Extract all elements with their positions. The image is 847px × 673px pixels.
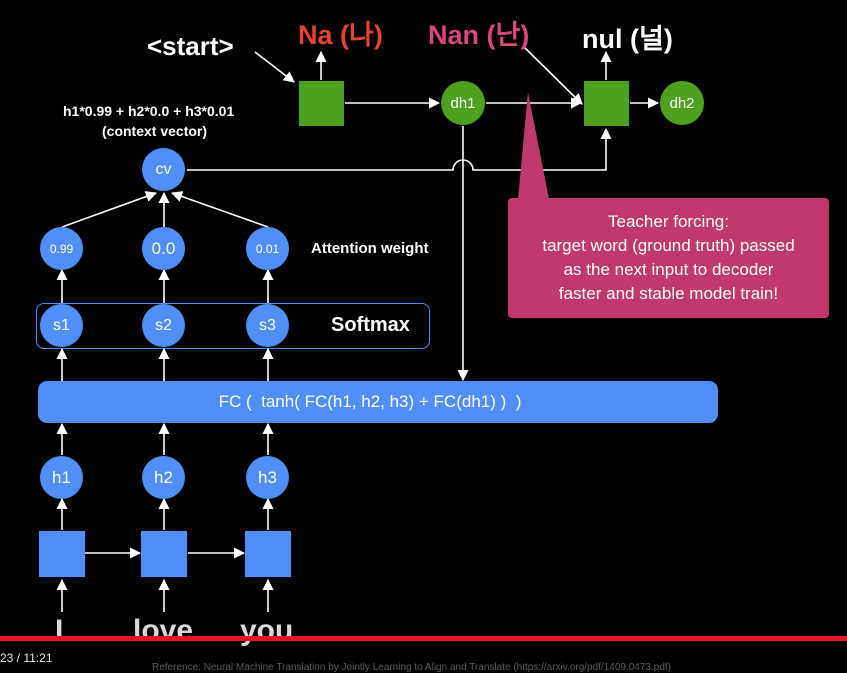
decoder-hidden-dh1: dh1 xyxy=(441,81,485,125)
fc-layer-formula: FC ( tanh( FC(h1, h2, h3) + FC(dh1) ) ) xyxy=(218,392,522,411)
input-word-3: you xyxy=(240,614,294,647)
encoder-hidden-h2: h2 xyxy=(142,456,185,499)
start-token: <start> xyxy=(147,31,234,61)
softmax-group-box xyxy=(36,303,430,349)
decoder-output-3: nul (널) xyxy=(582,24,673,54)
video-timestamp: 23 / 11:21 xyxy=(0,651,53,665)
attention-weight-2: 0.0 xyxy=(142,227,185,270)
softmax-node-1: s1 xyxy=(40,304,83,347)
encoder-cell-2 xyxy=(141,531,187,577)
teacher-forcing-callout: Teacher forcing: target word (ground tru… xyxy=(508,198,829,318)
decoder-cell-2 xyxy=(584,81,629,126)
attention-weight-3: 0.01 xyxy=(246,227,289,270)
input-word-1: I xyxy=(55,614,64,647)
encoder-cell-1 xyxy=(39,531,85,577)
softmax-node-3: s3 xyxy=(246,304,289,347)
fc-layer-bar: FC ( tanh( FC(h1, h2, h3) + FC(dh1) ) ) xyxy=(38,381,718,423)
softmax-label: Softmax xyxy=(331,314,410,336)
callout-line-2: target word (ground truth) passed xyxy=(542,236,795,255)
decoder-cell-1 xyxy=(299,81,344,126)
encoder-hidden-h3: h3 xyxy=(246,456,289,499)
context-vector-node: cv xyxy=(142,148,185,191)
decoder-output-1: Na (나) xyxy=(298,20,383,50)
decoder-output-2: Nan (난) xyxy=(428,20,530,50)
attention-weight-label: Attention weight xyxy=(311,240,429,257)
decoder-hidden-dh2: dh2 xyxy=(660,81,704,125)
callout-line-3: as the next input to decoder xyxy=(563,260,774,279)
softmax-node-2: s2 xyxy=(142,304,185,347)
context-caption: (context vector) xyxy=(102,123,208,139)
input-word-2: love xyxy=(133,614,194,647)
reference-caption: Reference: Neural Machine Translation by… xyxy=(152,662,672,673)
encoder-cell-3 xyxy=(245,531,291,577)
attention-weight-1: 0.99 xyxy=(40,227,83,270)
callout-line-1: Teacher forcing: xyxy=(608,212,729,231)
callout-line-4: faster and stable model train! xyxy=(558,284,779,303)
video-progress-bar[interactable] xyxy=(0,636,847,641)
encoder-hidden-h1: h1 xyxy=(40,456,83,499)
context-formula: h1*0.99 + h2*0.0 + h3*0.01 xyxy=(63,103,235,119)
callout-pointer xyxy=(518,92,549,199)
